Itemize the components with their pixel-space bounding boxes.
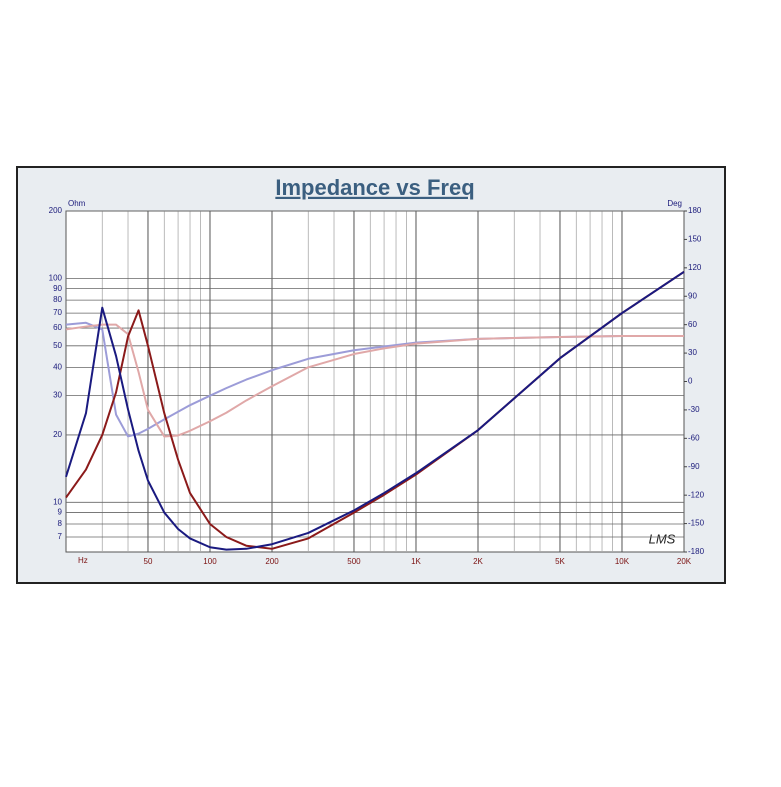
x-tick-label: 100 bbox=[203, 557, 217, 566]
y-tick-label: 7 bbox=[58, 532, 63, 541]
y-tick-label: 30 bbox=[53, 391, 62, 400]
y-tick-label: 90 bbox=[53, 284, 62, 293]
y-label: Ohm bbox=[68, 199, 86, 208]
y2-tick-label: -60 bbox=[688, 433, 700, 442]
y2-label: Deg bbox=[667, 199, 682, 208]
x-tick-label: 5K bbox=[555, 557, 565, 566]
y-tick-label: 8 bbox=[58, 519, 63, 528]
y2-tick-label: 180 bbox=[688, 206, 702, 215]
y2-tick-label: -180 bbox=[688, 547, 705, 556]
y2-tick-label: 30 bbox=[688, 348, 697, 357]
y-tick-label: 60 bbox=[53, 323, 62, 332]
y-tick-label: 200 bbox=[49, 206, 63, 215]
x-tick-label: 2K bbox=[473, 557, 483, 566]
y-tick-label: 100 bbox=[49, 274, 63, 283]
y-tick-label: 40 bbox=[53, 363, 62, 372]
y2-tick-label: -90 bbox=[688, 462, 700, 471]
y-tick-label: 20 bbox=[53, 430, 62, 439]
x-tick-label: 50 bbox=[144, 557, 153, 566]
x-label: Hz bbox=[78, 556, 88, 565]
y2-tick-label: 90 bbox=[688, 291, 697, 300]
y2-tick-label: -150 bbox=[688, 519, 705, 528]
series-line bbox=[65, 270, 685, 551]
y-tick-label: 10 bbox=[53, 497, 62, 506]
x-tick-label: 500 bbox=[347, 557, 361, 566]
y2-tick-label: 60 bbox=[688, 320, 697, 329]
y2-tick-label: 150 bbox=[688, 235, 702, 244]
y2-tick-label: 120 bbox=[688, 263, 702, 272]
y-tick-label: 50 bbox=[53, 341, 62, 350]
x-tick-label: 20K bbox=[677, 557, 692, 566]
x-tick-label: 10K bbox=[615, 557, 630, 566]
y-tick-label: 70 bbox=[53, 308, 62, 317]
y-tick-label: 80 bbox=[53, 295, 62, 304]
y-tick-label: 9 bbox=[58, 508, 63, 517]
y2-tick-label: -30 bbox=[688, 405, 700, 414]
y2-tick-label: 0 bbox=[688, 377, 693, 386]
y2-tick-label: -120 bbox=[688, 490, 705, 499]
chart-title: Impedance vs Freq bbox=[275, 175, 474, 200]
plot-area bbox=[65, 210, 685, 553]
annotation: LMS bbox=[649, 531, 676, 546]
x-tick-label: 1K bbox=[411, 557, 421, 566]
x-tick-label: 200 bbox=[265, 557, 279, 566]
series-line bbox=[65, 323, 684, 438]
